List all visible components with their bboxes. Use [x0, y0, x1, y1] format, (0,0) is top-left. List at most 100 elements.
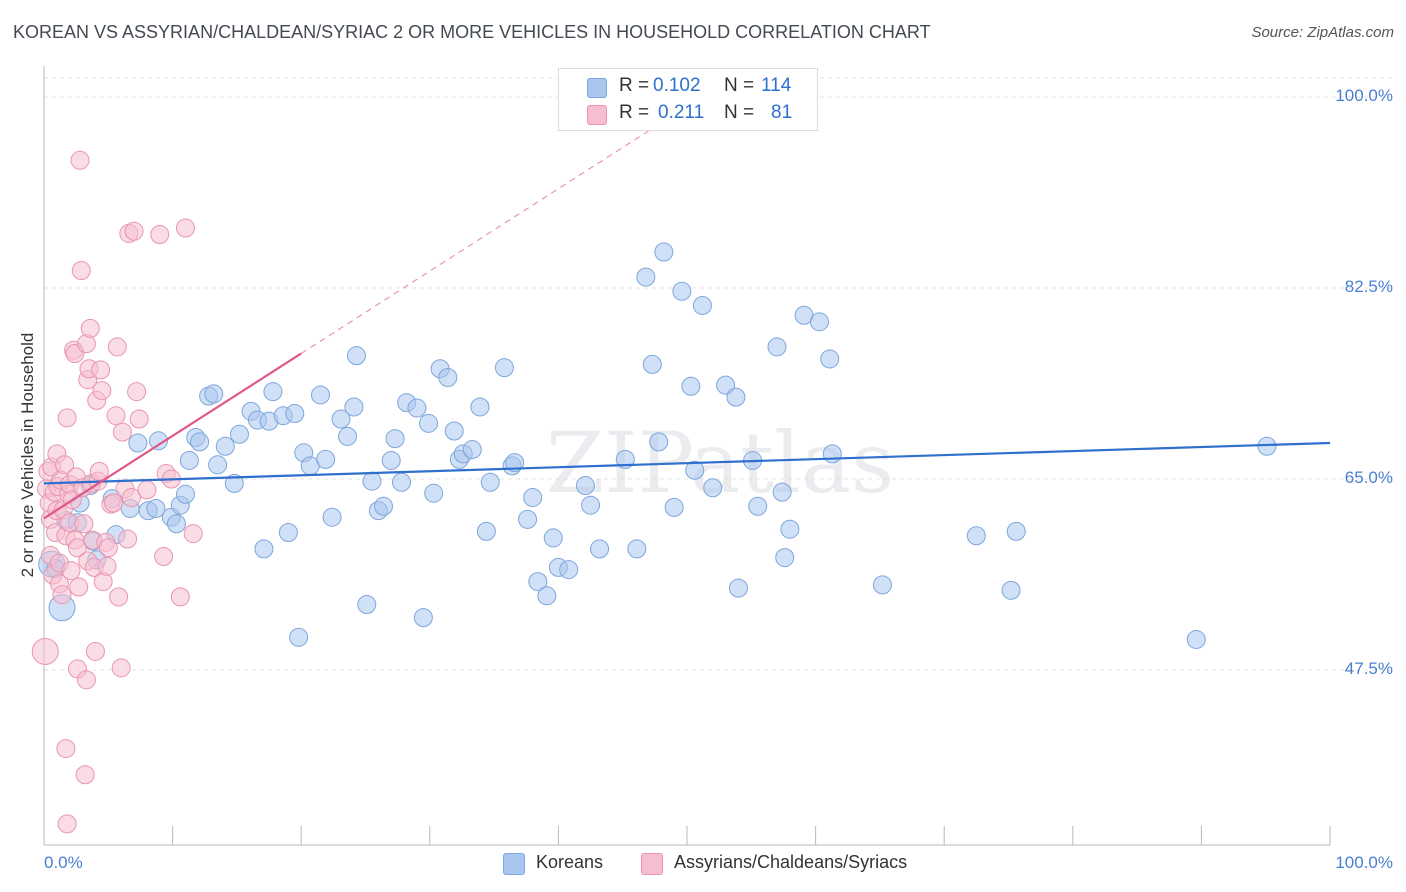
koreans-point	[254, 539, 274, 559]
koreans-point	[413, 608, 433, 628]
koreans-point	[590, 539, 610, 559]
assyrians-point	[69, 577, 89, 597]
koreans-point	[748, 496, 768, 516]
assyrians-point	[55, 455, 75, 475]
koreans-point	[528, 572, 548, 592]
koreans-point	[374, 496, 394, 516]
koreans-point	[175, 484, 195, 504]
koreans-point	[780, 519, 800, 539]
koreans-legend-swatch	[503, 853, 525, 875]
koreans-point	[190, 432, 210, 452]
koreans-point	[681, 376, 701, 396]
koreans-point	[362, 471, 382, 491]
koreans-point	[331, 409, 351, 429]
assyrians-point	[129, 409, 149, 429]
assyrians-point	[175, 218, 195, 238]
x-tick-label: 100.0%	[1335, 853, 1393, 872]
assyrians-point	[76, 670, 96, 690]
assyrians-point	[89, 461, 109, 481]
koreans-point	[966, 526, 986, 546]
chart-title: KOREAN VS ASSYRIAN/CHALDEAN/SYRIAC 2 OR …	[13, 22, 931, 42]
koreans-point	[820, 349, 840, 369]
assyrians-point	[107, 337, 127, 357]
assyrians-trend-extension	[300, 130, 649, 354]
assyrians-point	[121, 488, 141, 508]
koreans-point	[872, 575, 892, 595]
koreans-point	[289, 627, 309, 647]
assyrians-point	[106, 406, 126, 426]
koreans-point	[809, 312, 829, 332]
assyrians-point	[71, 261, 91, 281]
assyrians-point	[103, 493, 123, 513]
assyrians-point	[75, 765, 95, 785]
assyrians-point	[150, 225, 170, 245]
r-value: 0.102	[653, 75, 701, 96]
koreans-point	[1186, 629, 1206, 649]
stats-row-assyrians: R = 0.211 N = 81	[559, 102, 817, 126]
assyrians-trend-line	[43, 352, 302, 520]
koreans-trend-line	[43, 441, 1331, 485]
assyrians-swatch	[587, 105, 607, 125]
assyrians-point	[112, 422, 132, 442]
assyrians-point	[137, 480, 157, 500]
koreans-point	[146, 498, 166, 518]
assyrians-point	[56, 739, 76, 759]
koreans-point	[642, 354, 662, 374]
koreans-point	[772, 482, 792, 502]
assyrians-point	[70, 150, 90, 170]
koreans-point	[204, 384, 224, 404]
stats-row-koreans: R = 0.102 N = 114	[559, 75, 817, 99]
koreans-point	[1006, 521, 1026, 541]
koreans-point	[438, 367, 458, 387]
assyrians-point	[57, 814, 77, 834]
assyrians-point	[183, 524, 203, 544]
koreans-point	[559, 560, 579, 580]
assyrians-point	[127, 382, 147, 402]
assyrians-point	[91, 360, 111, 380]
koreans-point	[179, 450, 199, 470]
koreans-point	[278, 522, 298, 542]
assyrians-point	[31, 637, 59, 665]
assyrians-legend-swatch	[641, 853, 663, 875]
koreans-point	[462, 440, 482, 460]
koreans-point	[357, 595, 377, 615]
n-label: N =	[724, 102, 755, 123]
x-tick-label: 0.0%	[44, 853, 83, 872]
n-value: 114	[761, 75, 792, 96]
y-tick-label: 82.5%	[1344, 277, 1393, 296]
assyrians-point	[52, 585, 72, 605]
y-tick-label: 100.0%	[1335, 86, 1393, 105]
koreans-point	[775, 548, 795, 568]
y-tick-label: 65.0%	[1344, 468, 1393, 487]
assyrians-point	[109, 587, 129, 607]
koreans-point	[703, 478, 723, 498]
assyrians-point	[61, 561, 81, 581]
koreans-point	[385, 429, 405, 449]
koreans-point	[344, 397, 364, 417]
koreans-point	[322, 507, 342, 527]
koreans-points	[38, 242, 1277, 649]
koreans-point	[615, 449, 635, 469]
assyrians-point	[97, 556, 117, 576]
stats-box: R = 0.102 N = 114 R = 0.211 N = 81	[558, 68, 818, 131]
legend-label: Koreans	[536, 852, 604, 872]
koreans-point	[581, 495, 601, 515]
axes	[43, 66, 1331, 846]
n-label: N =	[724, 75, 755, 96]
n-value: 81	[771, 102, 793, 123]
koreans-point	[654, 242, 674, 262]
koreans-point	[575, 476, 595, 496]
assyrians-point	[57, 408, 77, 428]
assyrians-point	[85, 641, 105, 661]
koreans-swatch	[587, 78, 607, 98]
koreans-point	[494, 358, 514, 378]
koreans-point	[505, 453, 525, 473]
koreans-point	[470, 397, 490, 417]
assyrians-point	[67, 538, 87, 558]
koreans-point	[728, 578, 748, 598]
koreans-point	[419, 413, 439, 433]
koreans-point	[627, 539, 647, 559]
koreans-point	[148, 431, 168, 451]
assyrians-point	[111, 658, 131, 678]
